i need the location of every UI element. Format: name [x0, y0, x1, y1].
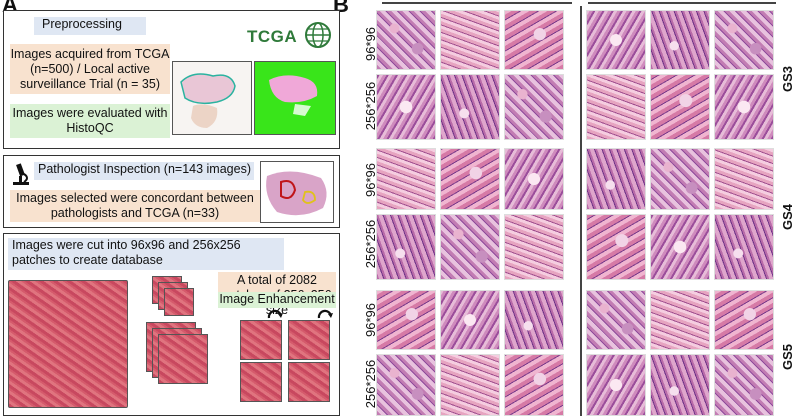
group-header-line — [588, 2, 776, 4]
grade-label: GS4 — [780, 203, 795, 230]
histology-patch — [440, 354, 500, 416]
slide-thumbnail — [172, 61, 252, 135]
histology-patch — [440, 148, 500, 210]
preprocessing-title: Preprocessing — [34, 17, 146, 35]
histology-patch — [586, 214, 646, 280]
globe-icon — [305, 22, 331, 48]
histoqc-text: Images were evaluated with HistoQC — [10, 104, 170, 138]
enhanced-patch — [288, 362, 330, 402]
histology-patch — [714, 354, 774, 416]
histology-patch — [376, 290, 436, 350]
rotate-arrow-icon — [317, 309, 333, 319]
annotated-slide — [260, 161, 334, 223]
histology-patch — [504, 74, 564, 140]
cut-text: Images were cut into 96x96 and 256x256 p… — [8, 238, 284, 270]
histology-patch — [376, 74, 436, 140]
histology-patch — [376, 148, 436, 210]
histology-patch — [586, 10, 646, 70]
histology-patch — [586, 148, 646, 210]
whole-slide-image — [8, 280, 128, 408]
histology-patch — [714, 148, 774, 210]
histology-patch — [650, 290, 710, 350]
histology-patch — [714, 214, 774, 280]
enhanced-patch — [240, 320, 282, 360]
histology-patch — [440, 214, 500, 280]
rotate-arrow-icon — [267, 309, 283, 319]
histology-patch — [650, 214, 710, 280]
column-divider — [580, 6, 582, 416]
histology-patch — [586, 74, 646, 140]
histology-patch — [376, 214, 436, 280]
histology-patch — [440, 10, 500, 70]
acquired-text: Images acquired from TCGA (n=500) / Loca… — [10, 44, 170, 94]
histology-patch — [586, 354, 646, 416]
enhancement-text: Image Enhancement — [218, 292, 336, 308]
histology-patch — [650, 10, 710, 70]
histology-patch — [650, 74, 710, 140]
histology-patch — [504, 148, 564, 210]
histoqc-mask — [254, 61, 336, 135]
preprocessing-box: Preprocessing Images acquired from TCGA … — [3, 10, 340, 149]
inspection-box: Pathologist Inspection (n=143 images) Im… — [3, 155, 340, 228]
histology-patch — [376, 10, 436, 70]
inspection-title: Pathologist Inspection (n=143 images) — [34, 162, 254, 180]
enhanced-patch — [288, 320, 330, 360]
enhanced-patch — [240, 362, 282, 402]
grade-label: GS5 — [780, 343, 795, 370]
group-header-line — [382, 2, 572, 4]
histology-patch — [504, 354, 564, 416]
histology-patch — [650, 354, 710, 416]
microscope-icon — [13, 163, 29, 185]
tcga-logo-text: TCGA — [247, 27, 298, 46]
histology-patch — [504, 10, 564, 70]
concordant-text: Images selected were concordant between … — [10, 190, 260, 222]
histology-patch — [586, 290, 646, 350]
patch-stack-small — [164, 288, 194, 316]
histology-patch — [440, 290, 500, 350]
histology-patch — [714, 74, 774, 140]
histology-patch — [504, 290, 564, 350]
patch-stack-large — [158, 334, 208, 384]
histology-patch — [440, 74, 500, 140]
histology-patch — [714, 10, 774, 70]
histology-patch — [376, 354, 436, 416]
patching-box: Images were cut into 96x96 and 256x256 p… — [3, 233, 340, 416]
histology-patch — [650, 148, 710, 210]
histology-patch — [714, 290, 774, 350]
histology-patch — [504, 214, 564, 280]
grade-label: GS3 — [780, 65, 795, 92]
